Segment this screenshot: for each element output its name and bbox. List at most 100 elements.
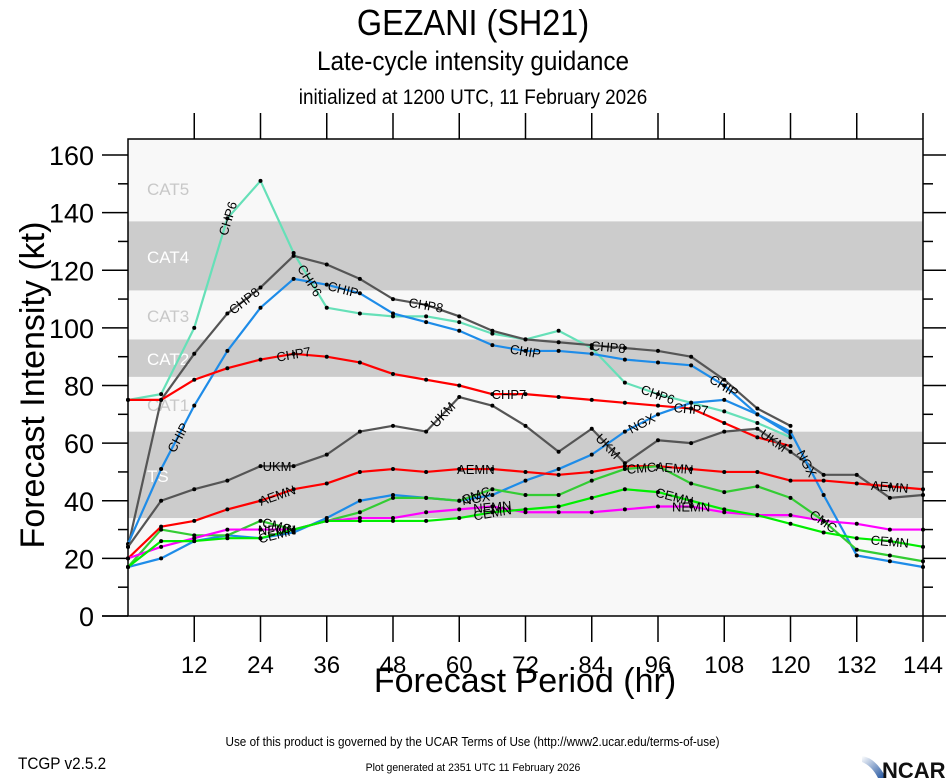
data-point [391, 297, 395, 302]
data-point [656, 360, 660, 365]
series-lines [126, 178, 925, 570]
data-point [324, 516, 329, 521]
data-point [788, 444, 793, 449]
data-point [457, 320, 462, 325]
series-label-ngx: NGX [461, 489, 492, 509]
data-point [556, 472, 561, 477]
data-point [192, 518, 197, 523]
data-point [788, 495, 793, 500]
data-point [788, 429, 793, 434]
data-point [357, 516, 362, 521]
data-point [391, 314, 395, 319]
data-point [523, 507, 528, 512]
y-tick-label: 0 [79, 602, 94, 632]
x-tick-label: 36 [313, 652, 340, 679]
data-point [424, 495, 429, 500]
data-point [258, 305, 263, 310]
data-point [159, 392, 164, 397]
data-point [391, 423, 395, 428]
data-point [589, 495, 594, 500]
data-point [589, 343, 594, 348]
data-point [291, 250, 296, 255]
init-time: initialized at 1200 UTC, 11 February 202… [298, 86, 648, 109]
data-point [126, 544, 130, 549]
data-point [921, 487, 925, 492]
data-point [357, 291, 362, 296]
y-tick-label: 120 [49, 256, 94, 286]
data-point [424, 469, 429, 474]
data-point [622, 464, 627, 469]
data-point [391, 311, 395, 316]
data-point [622, 507, 627, 512]
data-point [291, 487, 296, 492]
data-point [391, 492, 395, 497]
data-point [656, 348, 660, 353]
data-point [755, 513, 760, 518]
data-point [159, 544, 164, 549]
data-point [556, 504, 561, 509]
chart-title: GEZANI (SH21) [356, 2, 590, 43]
data-point [689, 467, 694, 472]
series-label-cmc: CMC [626, 459, 657, 477]
data-point [722, 420, 727, 425]
x-tick-label: 48 [380, 652, 407, 679]
data-point [689, 400, 694, 405]
band-label: CAT4 [147, 248, 189, 267]
terms-of-use-text: Use of this product is governed by the U… [225, 734, 720, 749]
data-point [490, 492, 495, 497]
data-point [324, 354, 329, 359]
data-point [589, 469, 594, 474]
data-point [291, 464, 296, 469]
series-label-chp8: CHP8 [590, 338, 626, 356]
data-point [689, 363, 694, 368]
data-point [887, 553, 892, 558]
data-point [755, 469, 760, 474]
series-label-chp7: CHP7 [275, 344, 312, 365]
x-tick-label: 72 [512, 652, 539, 679]
data-point [324, 518, 329, 523]
data-point [921, 492, 925, 497]
data-point [622, 487, 627, 492]
data-point [887, 484, 892, 489]
data-point [126, 556, 130, 561]
data-point [391, 467, 395, 472]
data-point [159, 467, 164, 472]
data-point [126, 565, 130, 570]
data-point [689, 481, 694, 486]
series-label-cmc: CMC [261, 515, 293, 537]
data-point [490, 504, 495, 509]
data-point [324, 452, 329, 457]
band-cat3 [128, 290, 923, 340]
y-tick-label: 60 [64, 429, 94, 459]
data-point [523, 492, 528, 497]
data-point [490, 403, 495, 408]
data-point [490, 331, 495, 336]
data-point [722, 507, 727, 512]
data-point [291, 253, 296, 258]
data-point [258, 527, 263, 532]
data-point [424, 510, 429, 515]
data-point [324, 262, 329, 267]
data-point [854, 547, 859, 552]
data-point [291, 276, 296, 281]
data-point [788, 449, 793, 454]
data-point [854, 472, 859, 477]
data-point [357, 429, 362, 434]
data-point [457, 314, 462, 319]
data-point [556, 510, 561, 515]
data-point [192, 351, 197, 356]
x-tick-label: 24 [247, 652, 274, 679]
x-tick-label: 60 [446, 652, 473, 679]
data-point [887, 495, 892, 500]
data-point [324, 481, 329, 486]
axes: 0 20 40 60 80 100 120 140 160 12 24 36 48 60 72 84 96 108… [49, 113, 946, 679]
data-point [854, 553, 859, 558]
data-point [225, 533, 230, 538]
data-point [291, 527, 296, 532]
series-label-aemn: AEMN [655, 459, 694, 477]
data-point [854, 536, 859, 541]
data-point [225, 216, 230, 221]
data-point [722, 409, 727, 414]
band-cat4 [128, 221, 923, 291]
